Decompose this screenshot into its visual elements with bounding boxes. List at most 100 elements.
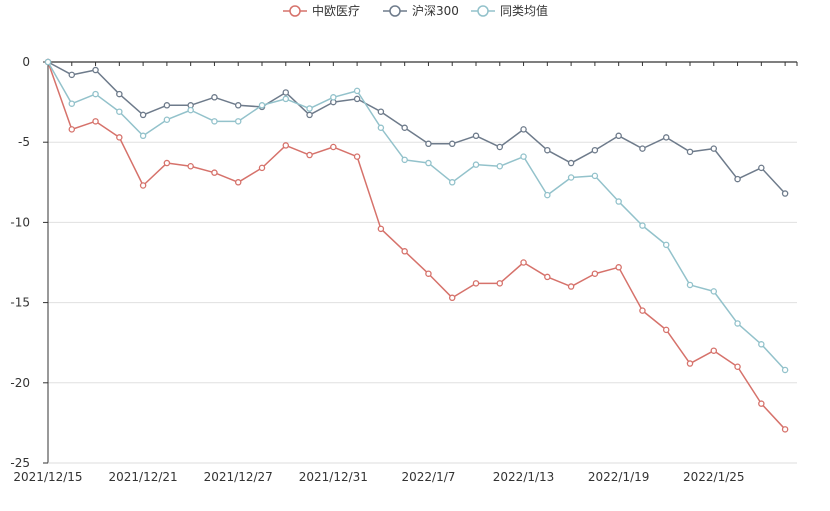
data-point[interactable] <box>710 145 718 152</box>
data-point[interactable] <box>425 159 432 167</box>
data-point[interactable] <box>330 94 337 101</box>
data-point[interactable] <box>306 105 313 112</box>
data-point[interactable] <box>662 134 670 141</box>
y-tick-label: -10 <box>10 215 30 229</box>
data-point[interactable] <box>472 161 480 168</box>
data-point[interactable] <box>615 132 622 140</box>
data-point[interactable] <box>734 320 741 327</box>
data-point[interactable] <box>282 89 290 96</box>
data-point[interactable] <box>211 169 218 176</box>
data-point[interactable] <box>686 281 694 289</box>
data-point[interactable] <box>425 270 432 277</box>
x-tick-label: 2022/1/7 <box>401 470 455 484</box>
data-point[interactable] <box>258 102 266 109</box>
data-point[interactable] <box>353 95 361 103</box>
data-point[interactable] <box>686 148 694 156</box>
data-point[interactable] <box>330 143 337 151</box>
data-point[interactable] <box>92 118 99 125</box>
data-point[interactable] <box>448 140 456 148</box>
legend-item-1[interactable]: 中欧医疗 <box>283 3 360 18</box>
data-point[interactable] <box>68 71 76 79</box>
data-point[interactable] <box>448 294 456 302</box>
x-tick-label: 2022/1/19 <box>588 470 650 484</box>
data-point[interactable] <box>639 222 646 229</box>
data-point[interactable] <box>496 163 504 170</box>
data-point[interactable] <box>163 116 171 123</box>
data-point[interactable] <box>734 175 741 183</box>
data-point[interactable] <box>163 102 171 109</box>
data-point[interactable] <box>116 108 123 115</box>
data-point[interactable] <box>567 159 575 167</box>
data-point[interactable] <box>187 163 194 170</box>
data-point[interactable] <box>68 126 76 133</box>
data-point[interactable] <box>116 90 123 98</box>
legend-item-3[interactable]: 同类均值 <box>471 3 548 18</box>
data-point[interactable] <box>234 179 242 186</box>
data-point[interactable] <box>306 151 313 159</box>
data-point[interactable] <box>639 145 646 152</box>
data-point[interactable] <box>68 100 76 107</box>
data-point[interactable] <box>734 363 741 371</box>
data-point[interactable] <box>353 153 361 160</box>
data-point[interactable] <box>472 132 480 140</box>
data-point[interactable] <box>781 190 789 197</box>
data-point[interactable] <box>401 156 408 164</box>
data-point[interactable] <box>781 426 789 433</box>
data-point[interactable] <box>544 273 551 281</box>
data-point[interactable] <box>258 164 266 172</box>
data-point[interactable] <box>282 95 290 103</box>
data-point[interactable] <box>92 90 99 98</box>
data-point[interactable] <box>472 280 480 287</box>
data-point[interactable] <box>544 146 551 154</box>
data-point[interactable] <box>187 106 194 114</box>
data-point[interactable] <box>377 124 385 132</box>
data-point[interactable] <box>139 182 147 189</box>
legend-marker <box>389 5 401 17</box>
data-point[interactable] <box>496 280 504 287</box>
data-point[interactable] <box>116 134 123 141</box>
data-point[interactable] <box>92 66 99 74</box>
data-point[interactable] <box>211 94 218 101</box>
legend-item-2[interactable]: 沪深300 <box>383 4 459 18</box>
data-point[interactable] <box>639 307 646 314</box>
data-point[interactable] <box>306 111 313 119</box>
data-point[interactable] <box>686 360 694 367</box>
data-point[interactable] <box>710 347 718 354</box>
data-point[interactable] <box>377 225 385 233</box>
data-point[interactable] <box>662 241 670 249</box>
data-point[interactable] <box>781 366 789 374</box>
data-point[interactable] <box>520 259 527 266</box>
data-point[interactable] <box>44 58 52 66</box>
data-point[interactable] <box>234 102 242 109</box>
data-point[interactable] <box>615 264 622 271</box>
legend[interactable]: 中欧医疗 沪深300 同类均值 <box>283 3 548 18</box>
data-point[interactable] <box>520 126 527 133</box>
data-point[interactable] <box>282 142 290 149</box>
data-point[interactable] <box>139 132 147 140</box>
data-point[interactable] <box>615 198 622 205</box>
data-point[interactable] <box>496 143 504 151</box>
data-point[interactable] <box>139 111 147 119</box>
data-point[interactable] <box>425 140 432 148</box>
data-point[interactable] <box>758 164 765 172</box>
data-point[interactable] <box>591 146 599 154</box>
data-point[interactable] <box>758 400 765 407</box>
data-point[interactable] <box>353 87 361 95</box>
data-point[interactable] <box>710 288 718 295</box>
data-point[interactable] <box>234 118 242 125</box>
data-point[interactable] <box>591 270 599 277</box>
data-point[interactable] <box>377 108 385 115</box>
data-point[interactable] <box>567 174 575 181</box>
data-point[interactable] <box>544 191 551 199</box>
data-point[interactable] <box>758 341 765 348</box>
data-point[interactable] <box>662 326 670 334</box>
data-point[interactable] <box>401 124 408 132</box>
x-tick-label: 2022/1/25 <box>683 470 745 484</box>
data-point[interactable] <box>211 118 218 125</box>
data-point[interactable] <box>520 153 527 160</box>
data-point[interactable] <box>401 248 408 255</box>
data-point[interactable] <box>591 172 599 180</box>
data-point[interactable] <box>567 283 575 290</box>
data-point[interactable] <box>163 159 171 167</box>
data-point[interactable] <box>448 179 456 186</box>
